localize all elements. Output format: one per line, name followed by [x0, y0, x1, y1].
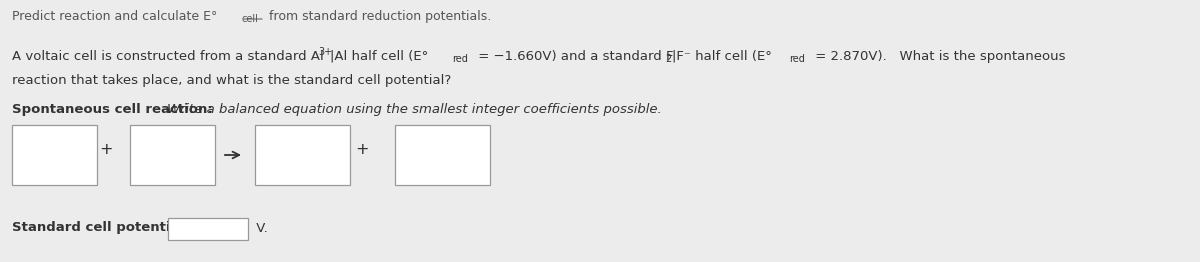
FancyBboxPatch shape [12, 125, 97, 185]
FancyBboxPatch shape [130, 125, 215, 185]
Text: +: + [355, 143, 368, 157]
Text: V.: V. [252, 221, 268, 234]
FancyBboxPatch shape [168, 218, 248, 240]
Text: reaction that takes place, and what is the standard cell potential?: reaction that takes place, and what is t… [12, 74, 451, 87]
Text: = 2.870V).   What is the spontaneous: = 2.870V). What is the spontaneous [811, 50, 1066, 63]
Text: red: red [452, 54, 468, 64]
Text: |Al half cell (E°: |Al half cell (E° [330, 50, 428, 63]
Text: = −1.660V) and a standard F: = −1.660V) and a standard F [474, 50, 673, 63]
Text: A voltaic cell is constructed from a standard Al: A voltaic cell is constructed from a sta… [12, 50, 324, 63]
Text: cell: cell [242, 14, 259, 24]
Text: Spontaneous cell reaction:: Spontaneous cell reaction: [12, 103, 212, 116]
Text: red: red [790, 54, 805, 64]
FancyBboxPatch shape [395, 125, 490, 185]
Text: Predict reaction and calculate E°: Predict reaction and calculate E° [12, 10, 217, 23]
Text: 2: 2 [665, 54, 671, 64]
Text: Standard cell potential:: Standard cell potential: [12, 221, 190, 234]
Text: 3+: 3+ [318, 47, 332, 57]
FancyBboxPatch shape [256, 125, 350, 185]
Text: +: + [100, 143, 113, 157]
Text: Write a balanced equation using the smallest integer coefficients possible.: Write a balanced equation using the smal… [167, 103, 661, 116]
Text: from standard reduction potentials.: from standard reduction potentials. [265, 10, 491, 23]
Text: |F⁻ half cell (E°: |F⁻ half cell (E° [672, 50, 772, 63]
